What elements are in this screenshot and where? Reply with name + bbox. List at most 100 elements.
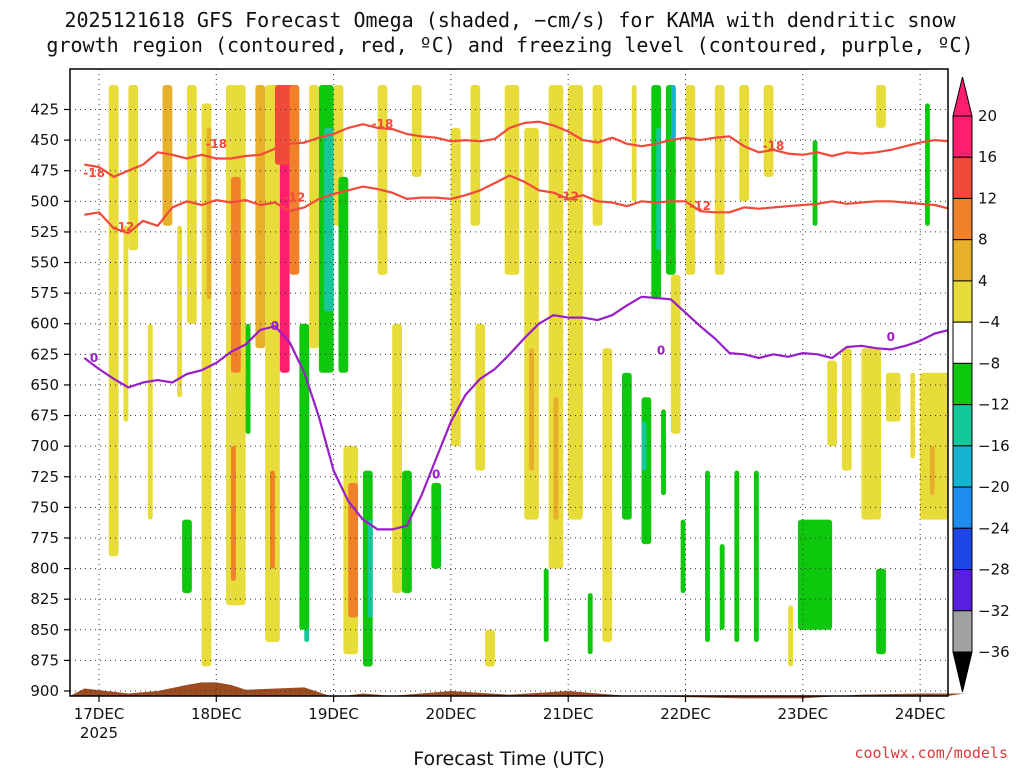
y-tick-label-775: 775 [30, 529, 59, 547]
dgz-contour-0-label-1: -18 [205, 137, 227, 151]
colorbar-label-6: −8 [978, 354, 1000, 372]
colorbar-label-3: 8 [978, 231, 988, 249]
y-tick-label-425: 425 [30, 101, 59, 119]
colorbar-swatch-2 [952, 197, 973, 241]
credit-text: coolwx.com/models [854, 744, 1008, 762]
freezing-level-contour-label-1: 0 [432, 467, 440, 481]
dgz-contour-0-label-3: -18 [763, 139, 785, 153]
omega-shade-43 [543, 568, 549, 643]
y-tick-label-650: 650 [30, 376, 59, 394]
freezing-level-contour-label-4: 0 [90, 351, 98, 365]
colorbar: 20 16 12 8 4 −4 −8 −12 −16 −20 −24 −28 −32 −36 [952, 76, 1010, 693]
colorbar-label-0: 20 [978, 107, 997, 125]
omega-shade-14 [255, 85, 266, 349]
omega-shade-64 [719, 544, 725, 630]
colorbar-label-13: −36 [978, 643, 1010, 661]
y-tick-label-625: 625 [30, 345, 59, 363]
omega-shade-49 [602, 348, 613, 643]
y-tick-label-500: 500 [30, 192, 59, 210]
omega-shade-0 [108, 85, 119, 557]
x-tick-label-24DEC: 24DEC [895, 705, 946, 723]
omega-shade-42 [529, 348, 534, 471]
omega-shade-40 [504, 85, 520, 275]
omega-shade-47 [587, 593, 593, 655]
omega-shade-13 [245, 323, 251, 434]
y-tick-label-700: 700 [30, 437, 59, 455]
omega-shade-5 [186, 85, 197, 324]
y-tick-label-825: 825 [30, 590, 59, 608]
omega-shade-70 [797, 519, 833, 630]
omega-shade-26 [338, 176, 349, 373]
colorbar-label-7: −12 [978, 396, 1010, 414]
freezing-level-contour-label-0: 0 [271, 319, 279, 333]
omega-shade-28 [348, 482, 359, 618]
y-tick-label-800: 800 [30, 560, 59, 578]
colorbar-swatch-last [952, 610, 973, 653]
omega-shade-37 [470, 85, 481, 226]
contour-layer: -18 -18 -18 -18 -12 -12 -12 -12 0 0 0 0 0 [83, 117, 948, 531]
omega-shade-38 [475, 323, 486, 471]
dgz-contour-0-label-2: -18 [372, 117, 394, 131]
chart-title-line1: 2025121618 GFS Forecast Omega (shaded, −… [64, 8, 956, 32]
terrain-fill [70, 682, 965, 699]
x-tick-label-23DEC: 23DEC [778, 705, 829, 723]
dgz-contour-1-line [84, 174, 948, 235]
colorbar-label-8: −16 [978, 437, 1010, 455]
dgz-contour-1-label-3: -12 [689, 199, 711, 213]
y-tick-label-900: 900 [30, 682, 59, 700]
y-tick-label-525: 525 [30, 223, 59, 241]
colorbar-label-10: −24 [978, 519, 1010, 537]
omega-shade-12 [230, 446, 236, 581]
freezing-level-contour-label-3: 0 [887, 330, 895, 344]
omega-shade-56 [661, 409, 666, 496]
colorbar-swatch-11 [952, 569, 973, 612]
omega-shade-55 [656, 127, 662, 251]
terrain-layer [70, 682, 965, 699]
colorbar-swatch-4 [952, 280, 973, 323]
axes-layer: 425 450 475 500 525 550 575 600 625 650 675 700 725 7… [30, 68, 949, 742]
x-tick-label-17DEC: 17DEC [74, 705, 125, 723]
omega-shade-81 [929, 446, 935, 496]
x-axis-label: Forecast Time (UTC) [413, 748, 604, 768]
omega-shade-6 [182, 519, 192, 594]
omega-shade-65 [734, 470, 740, 643]
x-tick-label-21DEC: 21DEC [543, 705, 594, 723]
x-tick-year-label: 2025 [80, 724, 118, 742]
colorbar-label-11: −28 [978, 561, 1010, 579]
colorbar-label-12: −32 [978, 602, 1010, 620]
omega-shade-44 [548, 85, 564, 569]
omega-shade-4 [177, 225, 183, 398]
y-tick-label-575: 575 [30, 284, 59, 302]
omega-shade-79 [924, 103, 930, 226]
omega-shade-9 [206, 127, 212, 300]
omega-shade-53 [641, 421, 647, 471]
colorbar-swatch-0 [952, 115, 973, 158]
colorbar-swatch-7 [952, 404, 973, 447]
omega-shade-60 [680, 519, 686, 594]
omega-shade-80 [920, 372, 948, 520]
omega-shade-45 [553, 397, 559, 520]
omega-shade-21 [299, 323, 310, 630]
y-tick-label-550: 550 [30, 254, 59, 272]
omega-shade-75 [876, 85, 886, 128]
colorbar-label-5: −4 [978, 313, 1000, 331]
x-tick-label-22DEC: 22DEC [660, 705, 711, 723]
omega-shade-73 [841, 348, 852, 471]
omega-shading-layer [108, 85, 948, 667]
omega-shade-66 [739, 85, 750, 202]
omega-shade-51 [631, 85, 637, 202]
dgz-contour-0-line [84, 120, 948, 178]
omega-shade-34 [411, 85, 422, 177]
omega-shade-11 [230, 176, 241, 373]
colorbar-label-2: 12 [978, 189, 997, 207]
omega-shade-58 [670, 85, 676, 141]
colorbar-label-9: −20 [978, 478, 1010, 496]
colorbar-swatch-1 [952, 156, 973, 199]
omega-shade-15 [265, 85, 280, 643]
dgz-contour-1-label-2: -12 [557, 189, 579, 203]
colorbar-bottom-arrow [952, 651, 973, 693]
omega-shade-72 [827, 360, 838, 447]
x-tick-label-20DEC: 20DEC [426, 705, 477, 723]
dgz-contour-1-label-0: -12 [113, 220, 135, 234]
